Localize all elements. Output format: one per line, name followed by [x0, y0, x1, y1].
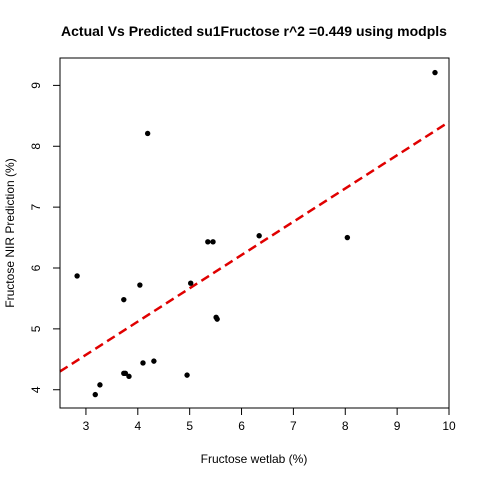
x-axis-label: Fructose wetlab (%) — [201, 452, 308, 466]
y-tick-label: 5 — [29, 325, 43, 332]
x-tick-label: 4 — [134, 419, 141, 433]
data-point — [432, 69, 438, 76]
data-point — [205, 239, 211, 245]
x-tick-label: 3 — [83, 419, 90, 433]
y-tick-label: 8 — [29, 143, 43, 150]
x-tick-label: 8 — [342, 419, 349, 433]
x-tick-label: 10 — [442, 419, 456, 433]
y-tick-label: 9 — [29, 82, 43, 89]
x-tick-label: 6 — [238, 419, 245, 433]
data-point — [97, 382, 103, 388]
data-point — [121, 296, 127, 303]
data-points — [74, 69, 438, 398]
x-tick-label: 5 — [186, 419, 193, 433]
regression-line — [59, 120, 450, 373]
data-point — [344, 234, 351, 241]
data-point — [214, 316, 220, 322]
fit-line-layer — [59, 120, 450, 373]
x-tick-label: 9 — [394, 419, 401, 433]
data-point — [188, 280, 194, 286]
chart-title: Actual Vs Predicted su1Fructose r^2 =0.4… — [61, 23, 447, 39]
data-point — [140, 360, 146, 366]
y-axis-label: Fructose NIR Prediction (%) — [3, 158, 17, 307]
data-point — [144, 130, 151, 137]
y-axis: 4 5 6 7 8 9 — [29, 82, 60, 393]
data-point — [184, 372, 190, 378]
x-tick-label: 7 — [290, 419, 297, 433]
y-tick-label: 6 — [29, 264, 43, 271]
plot-frame — [59, 57, 450, 409]
data-point — [126, 373, 132, 380]
y-tick-label: 4 — [29, 386, 43, 393]
data-point — [151, 358, 157, 364]
data-point — [122, 370, 129, 377]
data-point — [137, 282, 143, 288]
data-point — [74, 273, 80, 279]
data-point — [210, 239, 216, 245]
data-point — [256, 233, 262, 239]
x-axis: 3 4 5 6 7 8 9 10 — [83, 408, 456, 433]
data-point — [92, 391, 98, 398]
y-tick-label: 7 — [29, 203, 43, 210]
